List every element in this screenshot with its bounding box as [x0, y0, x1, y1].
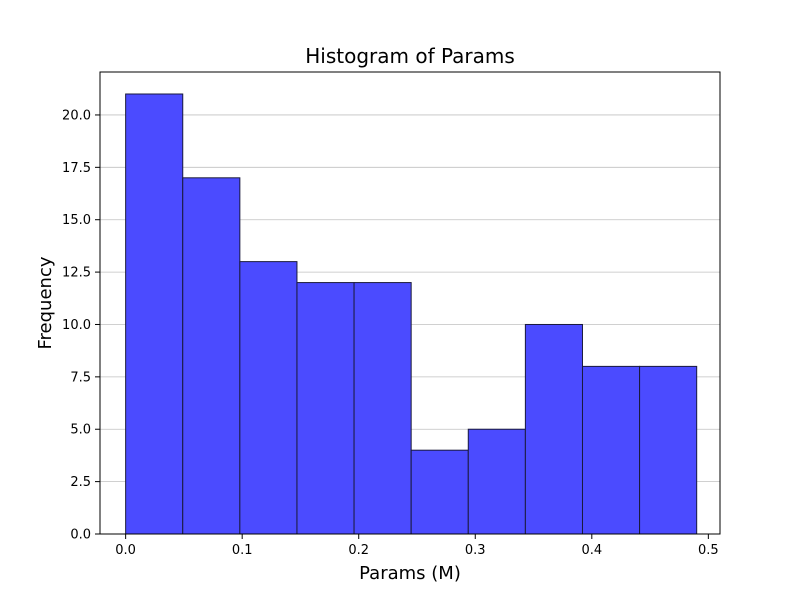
histogram-bar-10 — [639, 365, 698, 535]
x-tick-label-2: 0.2 — [348, 543, 369, 558]
y-tick-label-3: 7.5 — [70, 370, 91, 385]
y-tick-label-1: 2.5 — [70, 475, 91, 490]
histogram-bar-2 — [182, 177, 241, 535]
x-tick-label-1: 0.1 — [232, 543, 253, 558]
histogram-bar-3 — [239, 261, 298, 535]
histogram-bar-4 — [296, 282, 355, 535]
x-tick-label-0: 0.0 — [115, 543, 136, 558]
y-tick-label-0: 0.0 — [70, 528, 91, 543]
x-axis-title: Params (M) — [359, 563, 461, 584]
histogram-bar-5 — [353, 282, 412, 535]
y-tick-label-2: 5.0 — [70, 423, 91, 438]
y-tick-label-7: 17.5 — [62, 161, 91, 176]
x-tick-label-4: 0.4 — [581, 543, 602, 558]
y-axis: 0.0 2.5 5.0 7.5 10.0 12.5 15.0 17.5 20.0 — [62, 108, 100, 543]
y-axis-title: Frequency — [35, 256, 56, 349]
x-axis: 0.0 0.1 0.2 0.3 0.4 0.5 — [115, 534, 719, 558]
histogram-bar-1 — [125, 93, 184, 535]
y-tick-label-5: 12.5 — [62, 266, 91, 281]
plot-frame — [99, 71, 721, 535]
y-tick-label-4: 10.0 — [62, 318, 91, 333]
histogram-bar-7 — [467, 428, 526, 535]
histogram-bar-9 — [581, 365, 641, 535]
histogram-bar-8 — [524, 323, 583, 535]
y-tick-label-8: 20.0 — [62, 108, 91, 123]
x-tick-label-5: 0.5 — [698, 543, 719, 558]
chart-title: Histogram of Params — [305, 44, 515, 68]
histogram-bar-6 — [410, 449, 469, 535]
bars-layer — [125, 93, 698, 535]
y-tick-label-6: 15.0 — [62, 213, 91, 228]
x-tick-label-3: 0.3 — [465, 543, 486, 558]
